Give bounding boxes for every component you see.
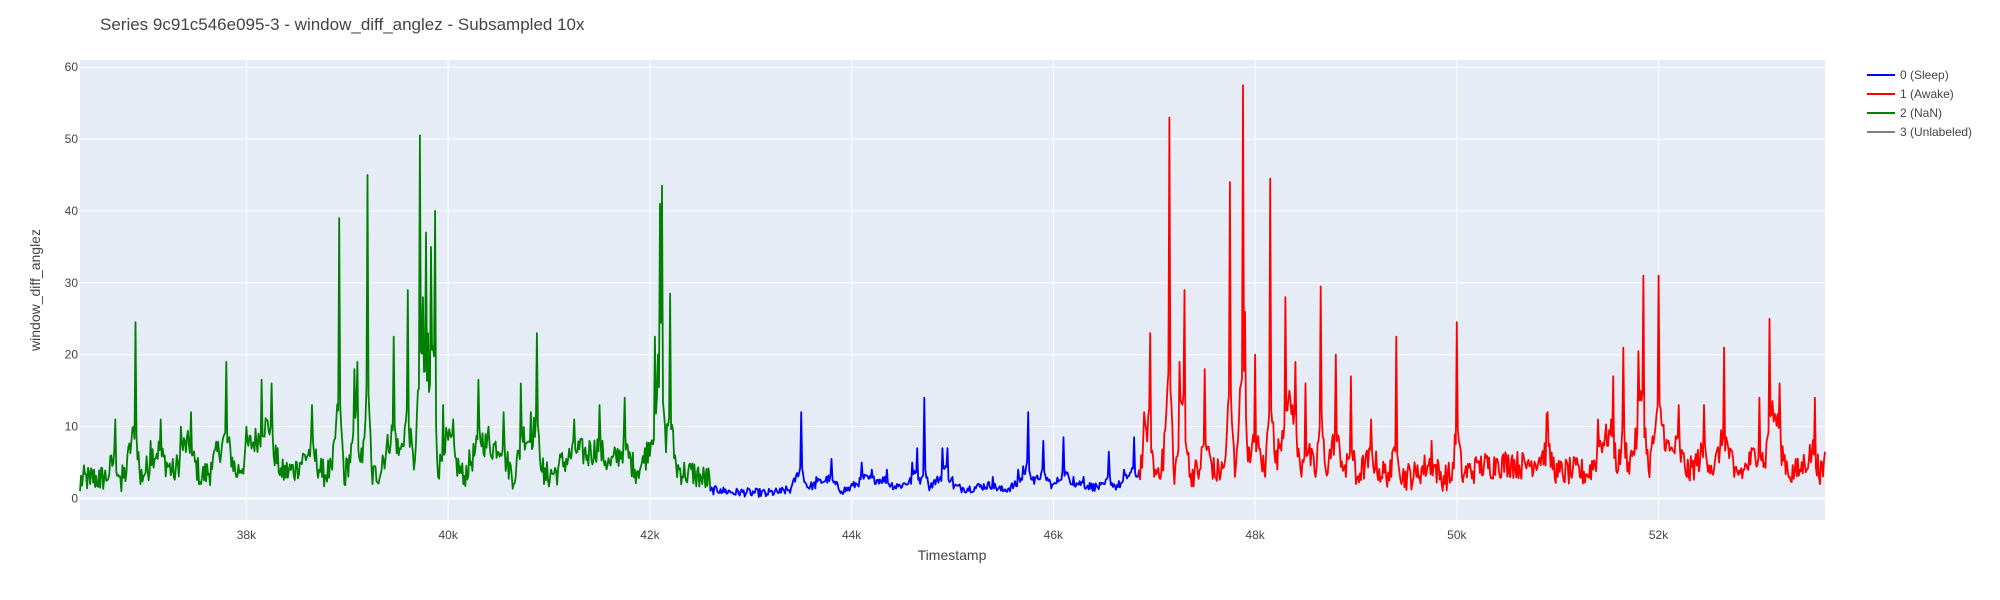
y-tick-label: 50: [65, 132, 79, 146]
plot-area: [80, 60, 1825, 520]
chart-title: Series 9c91c546e095-3 - window_diff_angl…: [100, 15, 585, 34]
y-tick-label: 30: [65, 276, 79, 290]
x-tick-label: 40k: [438, 528, 458, 542]
y-axis-ticks: 0 10 20 30 40 50 60: [65, 60, 79, 505]
x-axis-ticks: 38k 40k 42k 44k 46k 48k 50k 52k: [237, 528, 1669, 542]
x-tick-label: 48k: [1245, 528, 1265, 542]
series-lines: [79, 84, 1826, 498]
legend-item: 0 (Sleep): [1900, 68, 1949, 82]
x-axis-label: Timestamp: [918, 547, 987, 563]
y-tick-label: 40: [65, 204, 79, 218]
y-axis-label: window_diff_anglez: [27, 229, 43, 352]
legend: 0 (Sleep) 1 (Awake) 2 (NaN) 3 (Unlabeled): [1867, 68, 1972, 139]
legend-item: 3 (Unlabeled): [1900, 125, 1972, 139]
grid: [80, 60, 1825, 520]
y-tick-label: 10: [65, 420, 79, 434]
y-tick-label: 0: [71, 491, 78, 505]
y-tick-label: 20: [65, 348, 79, 362]
y-tick-label: 60: [65, 60, 79, 74]
x-tick-label: 44k: [842, 528, 862, 542]
x-tick-label: 42k: [640, 528, 660, 542]
legend-item: 2 (NaN): [1900, 106, 1942, 120]
x-tick-label: 38k: [237, 528, 257, 542]
series-line-0: [709, 396, 1140, 498]
series-line-2: [79, 134, 712, 493]
x-tick-label: 46k: [1044, 528, 1064, 542]
series-line-1: [1138, 84, 1826, 492]
legend-item: 1 (Awake): [1900, 87, 1954, 101]
x-tick-label: 50k: [1447, 528, 1467, 542]
x-tick-label: 52k: [1649, 528, 1669, 542]
